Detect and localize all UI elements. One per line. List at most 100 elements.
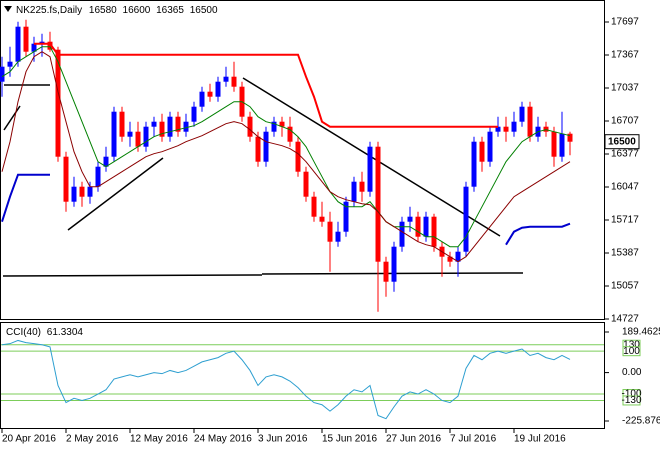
candle	[335, 221, 341, 247]
candle	[167, 111, 173, 142]
candle	[71, 176, 77, 207]
candle	[415, 211, 421, 242]
candle-body	[479, 141, 485, 162]
header-low: 16365	[156, 5, 184, 16]
candle	[287, 116, 293, 147]
candle-body	[143, 126, 149, 147]
candle-body	[159, 121, 165, 137]
candle	[175, 111, 181, 137]
candle	[215, 76, 221, 102]
candle-body	[447, 256, 453, 262]
candle	[63, 151, 69, 212]
candle	[479, 136, 485, 172]
x-tick-label: 27 Jun 2016	[386, 434, 441, 445]
candle	[23, 19, 29, 57]
candle	[383, 256, 389, 297]
y-tick-label: 15717	[611, 215, 639, 226]
y-tick-label: 14727	[611, 314, 639, 325]
indicator-line	[1, 173, 50, 223]
candle-body	[471, 141, 477, 187]
candle-body	[0, 66, 5, 82]
level-label: 100	[623, 346, 640, 357]
candle	[559, 111, 565, 162]
candle	[143, 121, 149, 152]
candle	[471, 136, 477, 192]
candle-body	[375, 146, 381, 262]
y-tick-label: 15057	[611, 281, 639, 292]
candle-body	[71, 186, 77, 202]
candle-body	[503, 126, 509, 132]
candle-body	[463, 186, 469, 252]
header-open: 16580	[89, 5, 117, 16]
candle-body	[519, 106, 525, 122]
candle-body	[31, 43, 37, 52]
last-price: 16500	[608, 136, 636, 147]
candle-body	[79, 186, 85, 197]
trend-line	[67, 157, 164, 231]
candle-body	[455, 251, 461, 262]
candle-body	[311, 196, 317, 217]
candle-body	[399, 221, 405, 247]
level-label: -100	[621, 389, 641, 400]
candle	[151, 116, 157, 137]
candle	[327, 211, 333, 272]
candle	[343, 196, 349, 237]
candle	[399, 216, 405, 252]
price-box	[604, 134, 640, 150]
candle-body	[199, 91, 205, 107]
candle	[519, 101, 525, 127]
candle-body	[271, 121, 277, 132]
indicator-line	[34, 42, 498, 128]
candle-body	[423, 216, 429, 237]
candle	[511, 111, 517, 137]
candle-body	[495, 126, 501, 132]
candle-body	[167, 116, 173, 137]
candle	[231, 61, 237, 92]
candle	[527, 101, 533, 142]
candle	[119, 106, 125, 142]
candle	[303, 166, 309, 202]
x-tick-label: 24 May 2016	[194, 434, 252, 445]
x-tick-label: 7 Jul 2016	[450, 434, 497, 445]
candle-body	[95, 166, 101, 187]
candle-body	[223, 76, 229, 82]
y2-tick-label: 0.00	[622, 367, 642, 378]
menu-triangle	[4, 6, 12, 12]
candle-body	[431, 216, 437, 247]
candle	[311, 191, 317, 222]
candle-body	[255, 136, 261, 162]
level-label: -130	[621, 395, 641, 406]
candle	[255, 131, 261, 167]
candle-body	[63, 156, 69, 202]
candle	[199, 86, 205, 112]
candle-body	[151, 121, 157, 127]
y2-tick-label: -225.8766	[622, 416, 660, 427]
trend-line	[3, 105, 21, 131]
candle	[463, 181, 469, 257]
candle	[183, 113, 189, 137]
y-tick-label: 17037	[611, 83, 639, 94]
candle	[47, 31, 53, 52]
candle	[79, 181, 85, 207]
candle	[503, 116, 509, 142]
candle-body	[263, 131, 269, 162]
candle	[207, 83, 213, 102]
candle	[487, 126, 493, 167]
y-tick-label: 16377	[611, 149, 639, 160]
candle-body	[319, 216, 325, 222]
candle-body	[7, 61, 13, 67]
candle-body	[215, 81, 221, 97]
candle-body	[351, 181, 357, 202]
x-tick-label: 20 Apr 2016	[2, 434, 56, 445]
candle-body	[511, 121, 517, 132]
candle	[247, 111, 253, 142]
candle	[15, 21, 21, 67]
candle-body	[135, 131, 141, 147]
candle	[223, 66, 229, 87]
candle-body	[391, 246, 397, 282]
cci-last-value: 61.3304	[47, 327, 84, 338]
candle-body	[407, 216, 413, 222]
indicator-line	[1, 46, 571, 248]
candle-body	[231, 76, 237, 87]
